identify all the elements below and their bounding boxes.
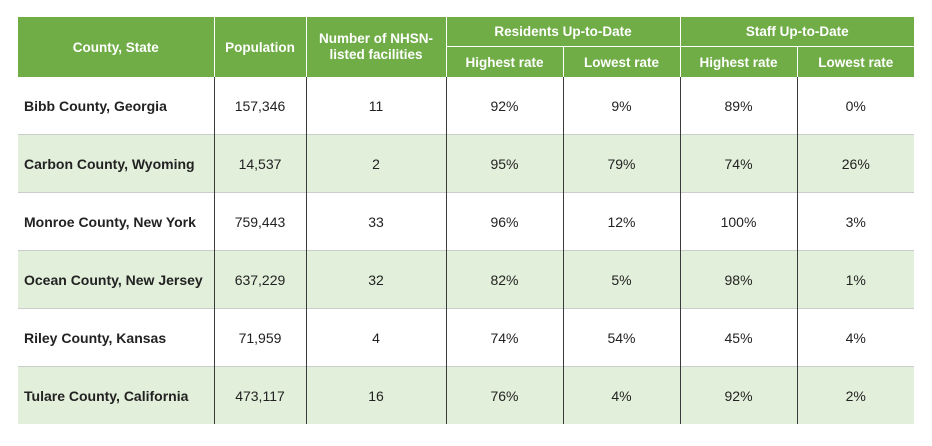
staff-lowest-cell: 26% <box>796 134 915 193</box>
table-body: Bibb County, Georgia 157,346 11 92% 9% 8… <box>18 77 915 424</box>
header-residents-highest: Highest rate <box>445 46 564 77</box>
county-cell: Tulare County, California <box>18 366 214 424</box>
facilities-cell: 11 <box>305 77 446 135</box>
county-cell: Bibb County, Georgia <box>18 77 214 135</box>
table-row: Ocean County, New Jersey 637,229 32 82% … <box>18 250 915 309</box>
staff-highest-cell: 100% <box>679 192 798 251</box>
residents-highest-cell: 92% <box>445 77 563 135</box>
header-staff-lowest: Lowest rate <box>796 46 915 77</box>
table-row: Tulare County, California 473,117 16 76%… <box>18 366 915 424</box>
facilities-cell: 4 <box>305 308 446 367</box>
header-staff-highest: Highest rate <box>679 46 798 77</box>
staff-lowest-cell: 4% <box>796 308 915 367</box>
population-cell: 71,959 <box>213 308 306 367</box>
staff-highest-cell: 98% <box>679 250 798 309</box>
table-row: Bibb County, Georgia 157,346 11 92% 9% 8… <box>18 77 915 135</box>
staff-lowest-cell: 3% <box>796 192 915 251</box>
vaccination-rates-table: County, State Population Number of NHSN-… <box>18 17 915 424</box>
header-residents-group: Residents Up-to-Date <box>445 17 681 47</box>
staff-highest-cell: 89% <box>679 77 798 135</box>
facilities-cell: 2 <box>305 134 446 193</box>
residents-highest-cell: 76% <box>445 366 563 424</box>
table-header: County, State Population Number of NHSN-… <box>18 17 915 77</box>
facilities-cell: 32 <box>305 250 446 309</box>
staff-lowest-cell: 0% <box>796 77 915 135</box>
county-cell: Carbon County, Wyoming <box>18 134 214 193</box>
staff-highest-cell: 92% <box>679 366 798 424</box>
residents-lowest-cell: 12% <box>562 192 681 251</box>
residents-lowest-cell: 54% <box>562 308 681 367</box>
staff-highest-cell: 45% <box>679 308 798 367</box>
header-county-state: County, State <box>18 17 215 77</box>
population-cell: 14,537 <box>213 134 306 193</box>
table-container: County, State Population Number of NHSN-… <box>18 17 915 424</box>
residents-highest-cell: 82% <box>445 250 563 309</box>
county-cell: Riley County, Kansas <box>18 308 214 367</box>
county-cell: Ocean County, New Jersey <box>18 250 214 309</box>
header-nhsn-line1: Number of NHSN- <box>319 31 433 46</box>
header-staff-group: Staff Up-to-Date <box>679 17 915 47</box>
table-row: Carbon County, Wyoming 14,537 2 95% 79% … <box>18 134 915 193</box>
residents-lowest-cell: 79% <box>562 134 681 193</box>
residents-lowest-cell: 4% <box>562 366 681 424</box>
header-nhsn-facilities: Number of NHSN- listed facilities <box>305 17 447 77</box>
header-residents-lowest: Lowest rate <box>562 46 681 77</box>
residents-highest-cell: 96% <box>445 192 563 251</box>
population-cell: 473,117 <box>213 366 306 424</box>
residents-lowest-cell: 5% <box>562 250 681 309</box>
population-cell: 157,346 <box>213 77 306 135</box>
header-population: Population <box>213 17 307 77</box>
staff-lowest-cell: 2% <box>796 366 915 424</box>
population-cell: 759,443 <box>213 192 306 251</box>
table-row: Riley County, Kansas 71,959 4 74% 54% 45… <box>18 308 915 367</box>
residents-highest-cell: 95% <box>445 134 563 193</box>
county-cell: Monroe County, New York <box>18 192 214 251</box>
header-nhsn-line2: listed facilities <box>329 47 423 62</box>
population-cell: 637,229 <box>213 250 306 309</box>
staff-lowest-cell: 1% <box>796 250 915 309</box>
facilities-cell: 33 <box>305 192 446 251</box>
residents-highest-cell: 74% <box>445 308 563 367</box>
residents-lowest-cell: 9% <box>562 77 681 135</box>
staff-highest-cell: 74% <box>679 134 798 193</box>
facilities-cell: 16 <box>305 366 446 424</box>
table-row: Monroe County, New York 759,443 33 96% 1… <box>18 192 915 251</box>
